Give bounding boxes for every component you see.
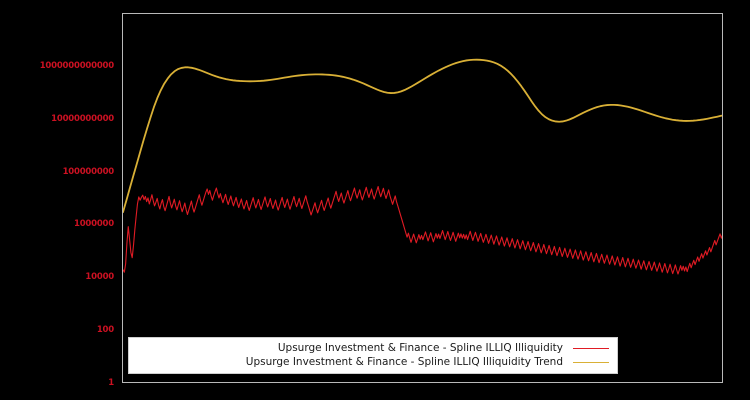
legend-label-illiquidity: Upsurge Investment & Finance - Spline IL… — [277, 342, 563, 354]
chart-legend: Upsurge Investment & Finance - Spline IL… — [128, 337, 618, 374]
series-line-illiquidity — [123, 185, 722, 275]
y-tick-label: 10000 — [85, 272, 114, 283]
legend-item-illiquidity-trend: Upsurge Investment & Finance - Spline IL… — [135, 355, 611, 369]
plot-svg — [123, 58, 722, 275]
y-axis: 1000000000000 10000000000 100000000 1000000… — [0, 0, 122, 400]
plot-area — [122, 13, 723, 383]
series-line-illiquidity-trend — [123, 58, 722, 213]
legend-swatch-illiquidity — [573, 347, 609, 349]
y-tick-label: 1000000 — [73, 219, 114, 230]
y-tick-label: 1000000000000 — [39, 60, 114, 71]
y-tick-label: 10000000000 — [51, 113, 114, 124]
y-tick-label: 100 — [96, 325, 114, 336]
legend-item-illiquidity: Upsurge Investment & Finance - Spline IL… — [135, 341, 611, 355]
legend-swatch-illiquidity-trend — [573, 361, 609, 363]
y-tick-label: 1 — [108, 378, 114, 388]
y-tick-label: 100000000 — [62, 166, 115, 177]
legend-label-illiquidity-trend: Upsurge Investment & Finance - Spline IL… — [245, 356, 563, 368]
